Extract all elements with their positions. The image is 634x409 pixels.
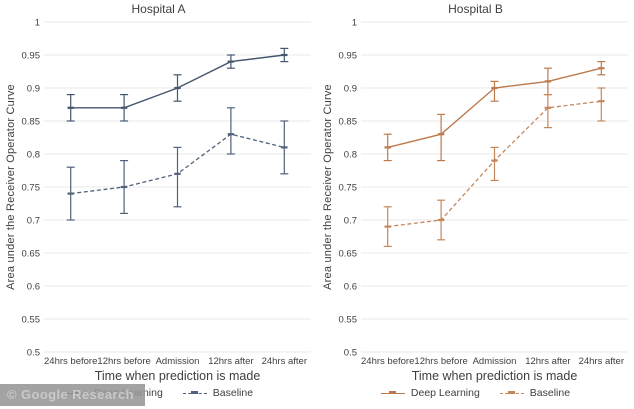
y-tick-label: 0.85 — [339, 116, 358, 127]
data-point-marker-baseline — [384, 225, 391, 228]
y-tick-label: 0.8 — [27, 149, 40, 160]
data-point-marker-baseline — [544, 106, 552, 109]
y-tick-label: 0.85 — [22, 116, 41, 127]
x-axis-label: Time when prediction is made — [94, 369, 261, 383]
data-point-marker-deep-learning — [120, 106, 128, 109]
legend-dash-marker-icon — [389, 391, 397, 394]
legend-dash-marker-icon — [191, 391, 199, 394]
data-point-marker-deep-learning — [544, 80, 552, 83]
chart-hospital-a: Hospital A Area under the Receiver Opera… — [5, 2, 311, 399]
y-tick-label: 0.6 — [344, 281, 357, 292]
data-point-marker-baseline — [491, 159, 498, 162]
x-tick-label: Admission — [473, 356, 517, 367]
x-axis-label: Time when prediction is made — [411, 369, 578, 383]
plot-area: 0.5 0.55 0.6 0.65 0.7 0.75 0.8 0.85 0.9 0.95 1 24hr… — [339, 17, 628, 367]
y-tick-label: 0.5 — [27, 347, 40, 358]
x-tick-label: 12hrs before — [97, 356, 150, 367]
y-tick-label: 1 — [352, 17, 357, 28]
data-point-marker-deep-learning — [384, 146, 391, 149]
data-point-marker-baseline — [174, 172, 181, 175]
y-tick-label: 0.55 — [22, 314, 41, 325]
chart-title: Hospital B — [448, 2, 503, 16]
plot-area: 0.5 0.55 0.6 0.65 0.7 0.75 0.8 0.85 0.9 0.95 1 24hr… — [22, 17, 311, 367]
y-tick-label: 0.65 — [22, 248, 41, 259]
x-tick-label: 12hrs before — [414, 356, 467, 367]
data-point-marker-baseline — [120, 185, 128, 189]
legend-dash-marker-icon — [508, 391, 516, 394]
y-tick-label: 1 — [35, 17, 40, 28]
y-tick-label: 0.7 — [27, 215, 40, 226]
data-point-marker-deep-learning — [598, 67, 605, 70]
y-tick-label: 0.5 — [344, 347, 357, 358]
legend-solid-line-sample — [380, 391, 405, 394]
data-point-marker-deep-learning — [437, 133, 445, 136]
y-tick-label: 0.65 — [339, 248, 358, 259]
x-tick-label: 12hrs after — [525, 356, 570, 367]
data-point-marker-deep-learning — [174, 86, 181, 90]
y-tick-label: 0.95 — [339, 50, 358, 61]
y-tick-label: 0.7 — [344, 215, 357, 226]
series-line-deep-learning — [387, 67, 602, 149]
data-point-marker-baseline — [227, 133, 235, 136]
y-tick-label: 0.9 — [344, 83, 357, 94]
data-point-marker-baseline — [67, 192, 74, 195]
x-tick-label: 24hrs before — [44, 356, 97, 367]
legend-item-deep-learning: Deep Learning — [380, 387, 480, 399]
chart-hospital-b: Hospital B Area under the Receiver Opera… — [317, 0, 634, 409]
y-tick-label: 0.6 — [27, 281, 40, 292]
legend-label: Deep Learning — [410, 387, 480, 399]
legend-item-baseline: Baseline — [499, 387, 571, 399]
x-tick-label: 12hrs after — [208, 356, 253, 367]
y-tick-label: 0.95 — [22, 50, 41, 61]
data-point-marker-deep-learning — [281, 53, 288, 57]
watermark: © Google Research — [0, 384, 145, 406]
data-point-marker-deep-learning — [227, 60, 235, 63]
legend: Deep Learning Baseline — [317, 387, 634, 399]
data-point-marker-baseline — [437, 218, 445, 222]
data-point-marker-baseline — [281, 146, 288, 149]
legend-label: Baseline — [529, 387, 571, 399]
chart-title: Hospital A — [131, 2, 186, 16]
x-tick-label: 24hrs after — [579, 356, 624, 367]
legend-item-baseline: Baseline — [182, 387, 254, 399]
y-tick-label: 0.55 — [339, 314, 358, 325]
x-tick-label: 24hrs before — [361, 356, 414, 367]
y-tick-label: 0.8 — [344, 149, 357, 160]
x-tick-label: 24hrs after — [262, 356, 307, 367]
y-tick-label: 0.75 — [22, 182, 41, 193]
legend-label: Baseline — [212, 387, 254, 399]
x-tick-label: Admission — [156, 356, 200, 367]
data-point-marker-baseline — [598, 100, 605, 103]
y-tick-label: 0.9 — [27, 83, 40, 94]
data-point-marker-deep-learning — [491, 86, 498, 90]
legend-dashed-line-sample — [499, 391, 524, 394]
y-tick-label: 0.75 — [339, 182, 358, 193]
data-point-marker-deep-learning — [67, 106, 74, 109]
legend-dashed-line-sample — [182, 391, 207, 394]
